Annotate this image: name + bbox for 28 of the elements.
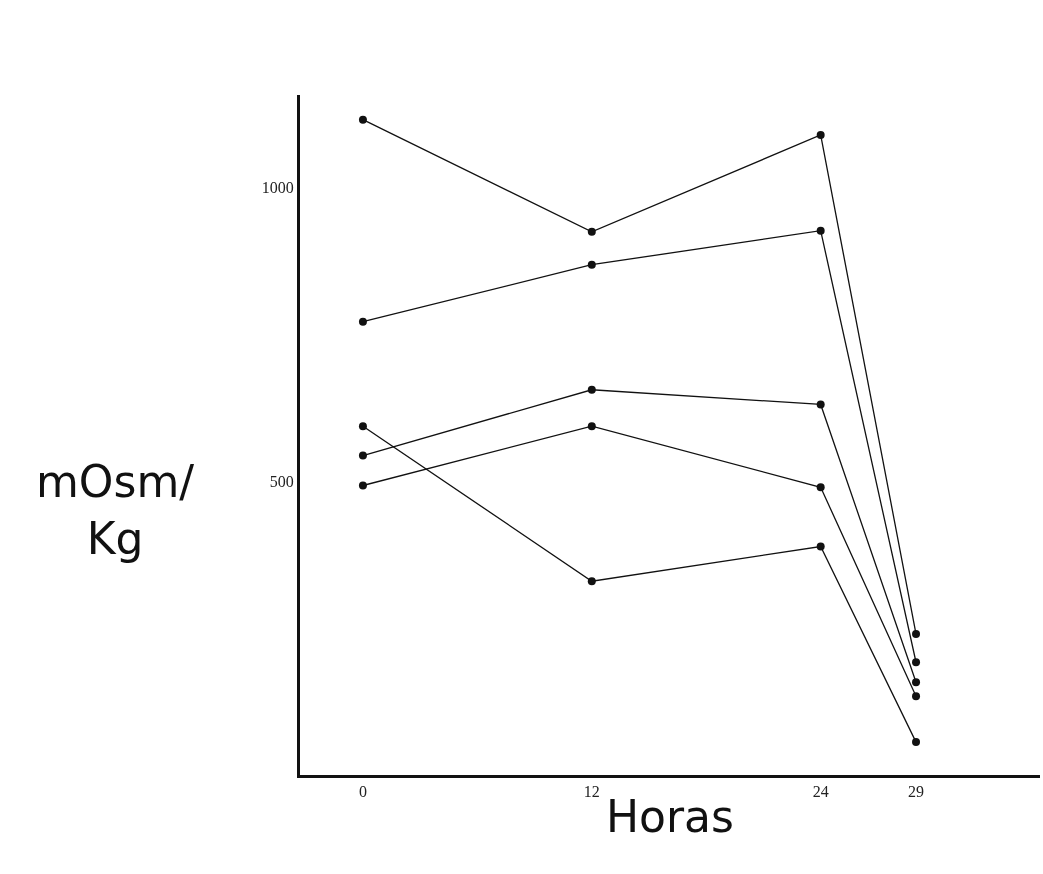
point xyxy=(587,385,596,394)
x-tick-label: 12 xyxy=(583,783,600,801)
y-tick-label: 500 xyxy=(269,472,294,490)
point xyxy=(587,260,596,269)
point xyxy=(816,483,825,492)
x-tick-label: 29 xyxy=(908,783,925,801)
point xyxy=(912,738,921,747)
point xyxy=(358,451,367,460)
point xyxy=(816,542,825,551)
x-axis-title: Horas xyxy=(606,790,734,842)
point xyxy=(358,422,367,431)
y-tick-label: 1000 xyxy=(261,179,294,197)
point xyxy=(912,678,921,687)
point xyxy=(912,658,921,667)
x-tick-label: 24 xyxy=(812,783,829,801)
point xyxy=(912,630,921,639)
x-tick-label: 0 xyxy=(358,783,367,801)
point xyxy=(358,317,367,326)
point xyxy=(816,400,825,409)
point xyxy=(358,481,367,490)
point xyxy=(816,130,825,139)
point xyxy=(587,422,596,431)
y-axis-title: mOsm/ Kg xyxy=(36,456,195,565)
point xyxy=(816,226,825,235)
point xyxy=(358,115,367,124)
point xyxy=(912,692,921,701)
point xyxy=(587,577,596,586)
point xyxy=(587,227,596,236)
